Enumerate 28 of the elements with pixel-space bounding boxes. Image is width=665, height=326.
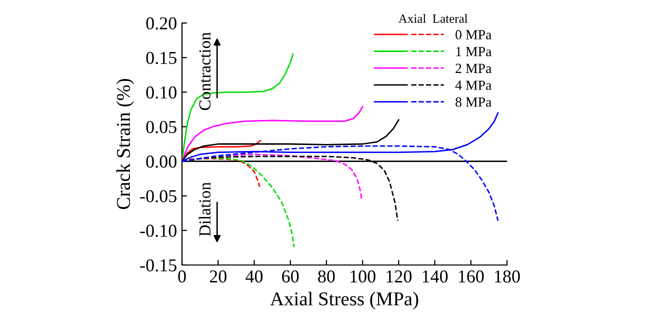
annotation: Dilation [198, 182, 211, 236]
x-tick-label: 140 [422, 270, 448, 283]
y-tick-label: -0.15 [140, 259, 176, 272]
x-tick-label: 60 [282, 270, 299, 283]
legend-label: 8 MPa [456, 97, 492, 107]
legend-label: 2 MPa [456, 64, 492, 74]
y-tick-label: 0.00 [146, 156, 176, 168]
legend-title: Axial Lateral [398, 14, 468, 23]
legend-label: 0 MPa [456, 30, 492, 40]
y-tick-label: 0.20 [146, 17, 176, 30]
legend-label: 1 MPa [456, 46, 492, 56]
x-axis-title: Axial Stress (MPa) [270, 292, 418, 310]
x-tick-label: 120 [386, 270, 412, 283]
y-tick-label: 0.15 [146, 52, 176, 64]
x-tick-label: 180 [495, 270, 520, 283]
x-tick-label: 20 [210, 270, 226, 283]
y-axis-title: Crack Strain (%) [116, 78, 134, 210]
y-tick-label: 0.10 [146, 86, 176, 99]
y-tick-label: -0.10 [140, 224, 176, 237]
x-tick-label: 80 [318, 270, 335, 283]
annotation: Contraction [199, 32, 211, 110]
x-tick-label: 0 [178, 270, 186, 283]
x-tick-label: 40 [246, 270, 263, 283]
y-tick-label: -0.05 [140, 190, 176, 202]
x-tick-label: 100 [350, 270, 376, 283]
legend-label: 4 MPa [455, 80, 492, 90]
x-tick-label: 160 [458, 270, 484, 283]
y-tick-label: 0.05 [146, 120, 176, 134]
